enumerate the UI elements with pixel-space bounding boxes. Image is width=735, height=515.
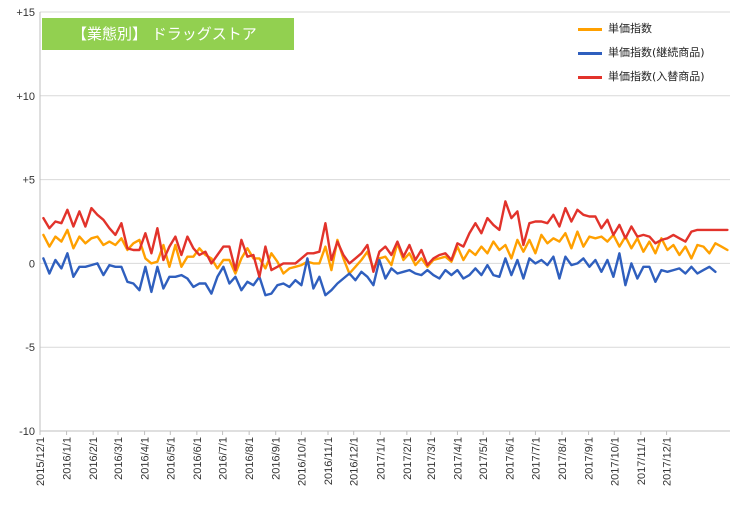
x-tick-label-6: 2016/6/1 bbox=[192, 437, 204, 480]
x-tick-label-20: 2017/8/1 bbox=[557, 437, 569, 480]
y-tick-label-1: +10 bbox=[16, 91, 35, 103]
y-tick-label-3: 0 bbox=[29, 258, 35, 270]
x-tick-label-23: 2017/11/1 bbox=[636, 437, 648, 485]
x-tick-label-11: 2016/11/1 bbox=[323, 437, 335, 485]
x-tick-label-19: 2017/7/1 bbox=[530, 437, 542, 480]
x-tick-label-18: 2017/6/1 bbox=[505, 437, 517, 480]
x-tick-label-2: 2016/2/1 bbox=[88, 437, 100, 480]
x-tick-label-13: 2017/1/1 bbox=[375, 437, 387, 480]
series-line-2 bbox=[42, 200, 729, 278]
x-tick-label-17: 2017/5/1 bbox=[478, 437, 490, 480]
x-tick-label-7: 2016/7/1 bbox=[218, 437, 230, 480]
legend-swatch-continuing-products bbox=[578, 52, 602, 55]
x-tick-label-14: 2017/2/1 bbox=[402, 437, 414, 480]
x-tick-label-5: 2016/5/1 bbox=[165, 437, 177, 480]
y-tick-label-4: -5 bbox=[25, 342, 35, 354]
x-tick-label-9: 2016/9/1 bbox=[271, 437, 283, 480]
series-line-1 bbox=[42, 252, 717, 297]
x-tick-label-0: 2015/12/1 bbox=[35, 437, 47, 486]
y-tick-label-5: -10 bbox=[19, 426, 35, 438]
x-tick-label-8: 2016/8/1 bbox=[244, 437, 256, 480]
legend-item-replaced-products: 単価指数(入替商品) bbox=[578, 66, 728, 90]
x-tick-label-12: 2016/12/1 bbox=[349, 437, 361, 486]
chart-title: 【業態別】 ドラッグストア bbox=[42, 18, 294, 50]
x-tick-label-16: 2017/4/1 bbox=[452, 437, 464, 480]
x-tick-label-15: 2017/3/1 bbox=[426, 437, 438, 480]
legend-swatch-unit-price-index bbox=[578, 28, 602, 31]
legend: 単価指数 単価指数(継続商品) 単価指数(入替商品) bbox=[578, 18, 728, 90]
y-tick-label-2: +5 bbox=[22, 175, 35, 187]
x-tick-label-24: 2017/12/1 bbox=[662, 437, 674, 486]
x-tick-label-3: 2016/3/1 bbox=[113, 437, 125, 480]
x-tick-label-1: 2016/1/1 bbox=[62, 437, 74, 480]
x-tick-label-21: 2017/9/1 bbox=[584, 437, 596, 480]
x-tick-label-10: 2016/10/1 bbox=[296, 437, 308, 486]
legend-label-unit-price-index: 単価指数 bbox=[608, 22, 652, 35]
legend-item-unit-price-index: 単価指数 bbox=[578, 18, 728, 42]
legend-label-continuing-products: 単価指数(継続商品) bbox=[608, 46, 705, 59]
legend-label-replaced-products: 単価指数(入替商品) bbox=[608, 70, 705, 83]
legend-item-continuing-products: 単価指数(継続商品) bbox=[578, 42, 728, 66]
legend-swatch-replaced-products bbox=[578, 76, 602, 79]
x-tick-label-4: 2016/4/1 bbox=[140, 437, 152, 480]
y-tick-label-0: +15 bbox=[16, 7, 35, 19]
x-tick-label-22: 2017/10/1 bbox=[609, 437, 621, 486]
